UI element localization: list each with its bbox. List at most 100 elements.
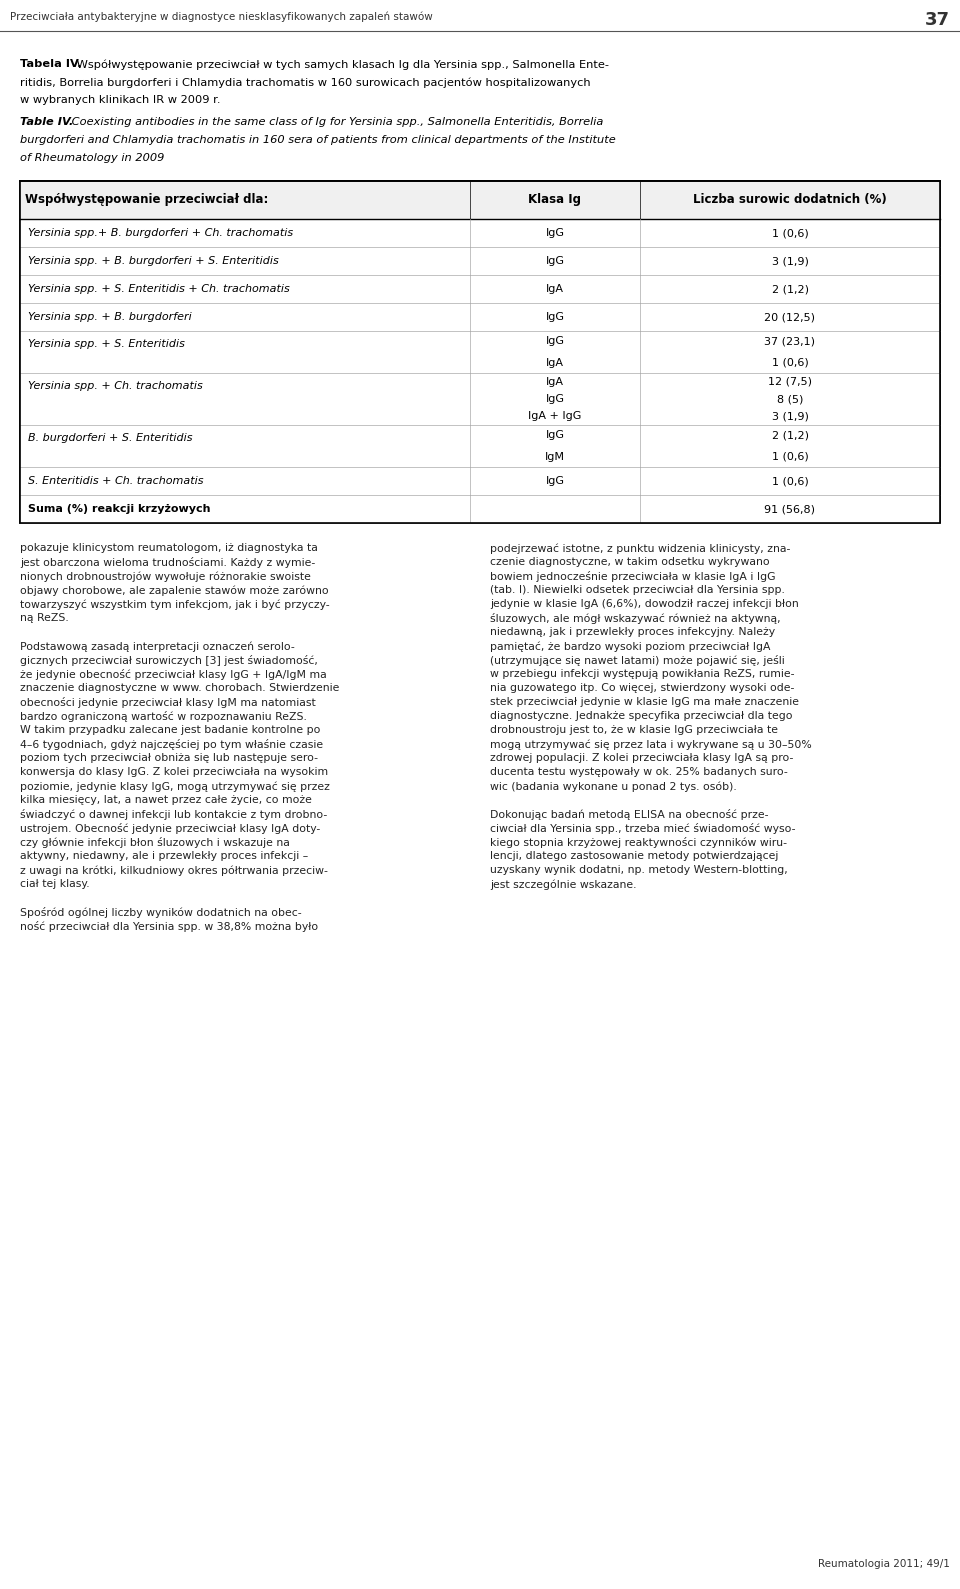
Bar — [20, 181, 940, 523]
Text: 1 (0,6): 1 (0,6) — [772, 477, 808, 486]
Text: towarzyszyć wszystkim tym infekcjom, jak i być przyczy-: towarzyszyć wszystkim tym infekcjom, jak… — [20, 599, 329, 610]
Text: konwersja do klasy IgG. Z kolei przeciwciała na wysokim: konwersja do klasy IgG. Z kolei przeciwc… — [20, 767, 328, 777]
Text: czy głównie infekcji błon śluzowych i wskazuje na: czy głównie infekcji błon śluzowych i ws… — [20, 837, 290, 849]
Text: wic (badania wykonane u ponad 2 tys. osób).: wic (badania wykonane u ponad 2 tys. osó… — [490, 782, 736, 791]
Text: podejrzewać istotne, z punktu widzenia klinicysty, zna-: podejrzewać istotne, z punktu widzenia k… — [490, 543, 790, 553]
Text: kilka miesięcy, lat, a nawet przez całe życie, co może: kilka miesięcy, lat, a nawet przez całe … — [20, 794, 312, 806]
Text: IgG: IgG — [545, 311, 564, 323]
Text: czenie diagnostyczne, w takim odsetku wykrywano: czenie diagnostyczne, w takim odsetku wy… — [490, 558, 770, 567]
Text: IgG: IgG — [545, 337, 564, 346]
Text: lencji, dlatego zastosowanie metody potwierdzającej: lencji, dlatego zastosowanie metody potw… — [490, 852, 779, 861]
Text: (tab. I). Niewielki odsetek przeciwciał dla Yersinia spp.: (tab. I). Niewielki odsetek przeciwciał … — [490, 585, 785, 594]
Text: W takim przypadku zalecane jest badanie kontrolne po: W takim przypadku zalecane jest badanie … — [20, 725, 321, 736]
Text: Reumatologia 2011; 49/1: Reumatologia 2011; 49/1 — [818, 1559, 950, 1568]
Text: IgM: IgM — [545, 451, 565, 461]
Text: ciwciał dla Yersinia spp., trzeba mieć świadomość wyso-: ciwciał dla Yersinia spp., trzeba mieć ś… — [490, 823, 796, 834]
Text: Dokonując badań metodą ELISA na obecność prze-: Dokonując badań metodą ELISA na obecność… — [490, 809, 769, 820]
Text: aktywny, niedawny, ale i przewlekły proces infekcji –: aktywny, niedawny, ale i przewlekły proc… — [20, 852, 308, 861]
Text: pamiętać, że bardzo wysoki poziom przeciwciał IgA: pamiętać, że bardzo wysoki poziom przeci… — [490, 640, 771, 651]
Text: (utrzymujące się nawet latami) może pojawić się, jeśli: (utrzymujące się nawet latami) może poja… — [490, 655, 784, 666]
Text: kiego stopnia krzyżowej reaktywności czynników wiru-: kiego stopnia krzyżowej reaktywności czy… — [490, 837, 787, 849]
Text: Yersinia spp. + B. burgdorferi + S. Enteritidis: Yersinia spp. + B. burgdorferi + S. Ente… — [28, 256, 278, 265]
Text: ną ReZS.: ną ReZS. — [20, 613, 69, 623]
Text: ducenta testu występowały w ok. 25% badanych suro-: ducenta testu występowały w ok. 25% bada… — [490, 767, 788, 777]
Text: ustrojem. Obecność jedynie przeciwciał klasy IgA doty-: ustrojem. Obecność jedynie przeciwciał k… — [20, 823, 321, 834]
Text: zdrowej populacji. Z kolei przeciwciała klasy IgA są pro-: zdrowej populacji. Z kolei przeciwciała … — [490, 753, 793, 763]
Bar — [20, 373, 940, 424]
Bar — [20, 331, 940, 373]
Text: gicznych przeciwciał surowiczych [3] jest świadomość,: gicznych przeciwciał surowiczych [3] jes… — [20, 655, 318, 666]
Text: 1 (0,6): 1 (0,6) — [772, 451, 808, 461]
Text: nia guzowatego itp. Co więcej, stwierdzony wysoki ode-: nia guzowatego itp. Co więcej, stwierdzo… — [490, 683, 794, 693]
Bar — [20, 181, 940, 523]
Bar — [20, 219, 940, 246]
Text: diagnostyczne. Jednakże specyfika przeciwciał dla tego: diagnostyczne. Jednakże specyfika przeci… — [490, 710, 793, 721]
Text: pokazuje klinicystom reumatologom, iż diagnostyka ta: pokazuje klinicystom reumatologom, iż di… — [20, 543, 318, 553]
Text: ność przeciwciał dla Yersinia spp. w 38,8% można było: ność przeciwciał dla Yersinia spp. w 38,… — [20, 922, 318, 933]
Text: stek przeciwciał jedynie w klasie IgG ma małe znaczenie: stek przeciwciał jedynie w klasie IgG ma… — [490, 698, 799, 707]
Text: Coexisting antibodies in the same class of Ig for Yersinia spp., Salmonella Ente: Coexisting antibodies in the same class … — [68, 118, 603, 127]
Text: 8 (5): 8 (5) — [777, 394, 804, 404]
Text: znaczenie diagnostyczne w www. chorobach. Stwierdzenie: znaczenie diagnostyczne w www. chorobach… — [20, 683, 340, 693]
Text: jest obarczona wieloma trudnościami. Każdy z wymie-: jest obarczona wieloma trudnościami. Każ… — [20, 558, 315, 567]
Text: 91 (56,8): 91 (56,8) — [764, 504, 815, 513]
Text: Yersinia spp. + Ch. trachomatis: Yersinia spp. + Ch. trachomatis — [28, 381, 203, 391]
Text: IgA: IgA — [546, 358, 564, 367]
Text: IgG: IgG — [545, 477, 564, 486]
Text: IgA: IgA — [546, 284, 564, 294]
Text: Podstawową zasadą interpretacji oznaczeń serolo-: Podstawową zasadą interpretacji oznaczeń… — [20, 640, 295, 651]
Text: ciał tej klasy.: ciał tej klasy. — [20, 879, 89, 888]
Bar — [20, 496, 940, 523]
Text: IgG: IgG — [545, 256, 564, 265]
Text: 3 (1,9): 3 (1,9) — [772, 412, 808, 421]
Text: drobnoustroju jest to, że w klasie IgG przeciwciała te: drobnoustroju jest to, że w klasie IgG p… — [490, 725, 778, 736]
Text: że jedynie obecność przeciwciał klasy IgG + IgA/IgM ma: że jedynie obecność przeciwciał klasy Ig… — [20, 669, 326, 680]
Text: poziom tych przeciwciał obniża się lub następuje sero-: poziom tych przeciwciał obniża się lub n… — [20, 753, 318, 763]
Text: Liczba surowic dodatnich (%): Liczba surowic dodatnich (%) — [693, 194, 887, 207]
Text: Tabela IV.: Tabela IV. — [20, 59, 82, 68]
Text: 37: 37 — [925, 11, 950, 29]
Bar — [20, 275, 940, 303]
Text: IgG: IgG — [545, 227, 564, 238]
Text: Yersinia spp.+ B. burgdorferi + Ch. trachomatis: Yersinia spp.+ B. burgdorferi + Ch. trac… — [28, 227, 293, 238]
Text: bowiem jednocześnie przeciwciała w klasie IgA i IgG: bowiem jednocześnie przeciwciała w klasi… — [490, 570, 776, 582]
Text: Współwystępowanie przeciwciał w tych samych klasach Ig dla Yersinia spp., Salmon: Współwystępowanie przeciwciał w tych sam… — [73, 59, 609, 70]
Text: 4–6 tygodniach, gdyż najczęściej po tym właśnie czasie: 4–6 tygodniach, gdyż najczęściej po tym … — [20, 739, 324, 750]
Text: IgG: IgG — [545, 394, 564, 404]
Text: B. burgdorferi + S. Enteritidis: B. burgdorferi + S. Enteritidis — [28, 432, 193, 443]
Text: mogą utrzymywać się przez lata i wykrywane są u 30–50%: mogą utrzymywać się przez lata i wykrywa… — [490, 739, 812, 750]
Text: świadczyć o dawnej infekcji lub kontakcie z tym drobno-: świadczyć o dawnej infekcji lub kontakci… — [20, 809, 327, 820]
Bar — [20, 303, 940, 331]
Text: 1 (0,6): 1 (0,6) — [772, 227, 808, 238]
Text: 2 (1,2): 2 (1,2) — [772, 431, 808, 440]
Text: 12 (7,5): 12 (7,5) — [768, 377, 812, 386]
Text: Spośród ogólnej liczby wyników dodatnich na obec-: Spośród ogólnej liczby wyników dodatnich… — [20, 907, 301, 918]
Bar — [20, 424, 940, 467]
Text: Yersinia spp. + S. Enteritidis + Ch. trachomatis: Yersinia spp. + S. Enteritidis + Ch. tra… — [28, 284, 290, 294]
Text: śluzowych, ale mógł wskazywać również na aktywną,: śluzowych, ale mógł wskazywać również na… — [490, 613, 780, 624]
Text: jedynie w klasie IgA (6,6%), dowodził raczej infekcji błon: jedynie w klasie IgA (6,6%), dowodził ra… — [490, 599, 799, 609]
Bar — [20, 181, 940, 219]
Text: obecności jedynie przeciwciał klasy IgM ma natomiast: obecności jedynie przeciwciał klasy IgM … — [20, 698, 316, 709]
Text: uzyskany wynik dodatni, np. metody Western-blotting,: uzyskany wynik dodatni, np. metody Weste… — [490, 864, 788, 876]
Text: 2 (1,2): 2 (1,2) — [772, 284, 808, 294]
Text: z uwagi na krótki, kilkudniowy okres półtrwania przeciw-: z uwagi na krótki, kilkudniowy okres pół… — [20, 864, 328, 876]
Text: Table IV.: Table IV. — [20, 118, 73, 127]
Text: IgA: IgA — [546, 377, 564, 386]
Text: Yersinia spp. + B. burgdorferi: Yersinia spp. + B. burgdorferi — [28, 311, 192, 323]
Text: nionych drobnoustrojów wywołuje różnorakie swoiste: nionych drobnoustrojów wywołuje różnorak… — [20, 570, 311, 582]
Text: Yersinia spp. + S. Enteritidis: Yersinia spp. + S. Enteritidis — [28, 338, 185, 350]
Text: poziomie, jedynie klasy IgG, mogą utrzymywać się przez: poziomie, jedynie klasy IgG, mogą utrzym… — [20, 782, 330, 791]
Text: Współwystępowanie przeciwciał dla:: Współwystępowanie przeciwciał dla: — [25, 194, 269, 207]
Text: 20 (12,5): 20 (12,5) — [764, 311, 815, 323]
Text: Suma (%) reakcji krzyżowych: Suma (%) reakcji krzyżowych — [28, 504, 210, 513]
Text: w przebiegu infekcji występują powikłania ReZS, rumie-: w przebiegu infekcji występują powikłani… — [490, 669, 795, 679]
Text: bardzo ograniczoną wartość w rozpoznawaniu ReZS.: bardzo ograniczoną wartość w rozpoznawan… — [20, 710, 307, 721]
Text: 1 (0,6): 1 (0,6) — [772, 358, 808, 367]
Text: Klasa Ig: Klasa Ig — [529, 194, 582, 207]
Text: niedawną, jak i przewlekły proces infekcyjny. Należy: niedawną, jak i przewlekły proces infekc… — [490, 628, 775, 637]
Text: IgG: IgG — [545, 431, 564, 440]
Text: 37 (23,1): 37 (23,1) — [764, 337, 815, 346]
Text: burgdorferi and Chlamydia trachomatis in 160 sera of patients from clinical depa: burgdorferi and Chlamydia trachomatis in… — [20, 135, 615, 145]
Text: of Rheumatology in 2009: of Rheumatology in 2009 — [20, 153, 164, 164]
